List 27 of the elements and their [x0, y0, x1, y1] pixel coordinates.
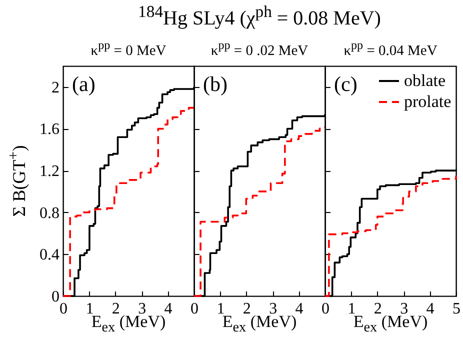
y-tick-label: 0.4 [40, 246, 60, 264]
annotation: (a) [72, 72, 96, 96]
x-tick-label: 4 [426, 300, 434, 318]
y-tick-label: 0 [52, 288, 60, 306]
chart-subtitle: κ$^{pp}$ = 0 MeV [90, 38, 168, 60]
legend-label: prolate [404, 92, 452, 111]
x-tick-label: 5 [452, 300, 460, 318]
x-tick-label: 3 [400, 300, 408, 318]
x-tick-label: 2 [374, 300, 382, 318]
x-tick-label: 3 [138, 300, 146, 318]
legend-label: oblate [404, 71, 446, 90]
annotation: (c) [334, 72, 358, 96]
x-tick-label: 2 [112, 300, 120, 318]
x-tick-label: 4 [295, 300, 304, 318]
y-tick-label: 1.6 [40, 121, 60, 138]
y-tick-label: 0.8 [40, 204, 60, 222]
x-tick-label: 3 [269, 300, 278, 318]
y-tick-label: 1.2 [40, 163, 60, 180]
x-tick-label: 4 [164, 300, 172, 318]
chart-subtitle: κ$^{pp}$ = 0 .02 MeV [210, 38, 310, 60]
x-tick-label: 0 [322, 300, 330, 318]
x-tick-label: 0 [190, 300, 198, 318]
x-tick-label: 2 [242, 300, 251, 318]
annotation: (b) [203, 72, 228, 96]
chart-subtitle: κ$^{pp}$ = 0.04 MeV [342, 38, 438, 60]
y-tick-label: 2 [52, 79, 60, 96]
text: $^{184}$Hg SLy4 (χ$^{ph}$ = 0.08 MeV) [137, 2, 382, 31]
